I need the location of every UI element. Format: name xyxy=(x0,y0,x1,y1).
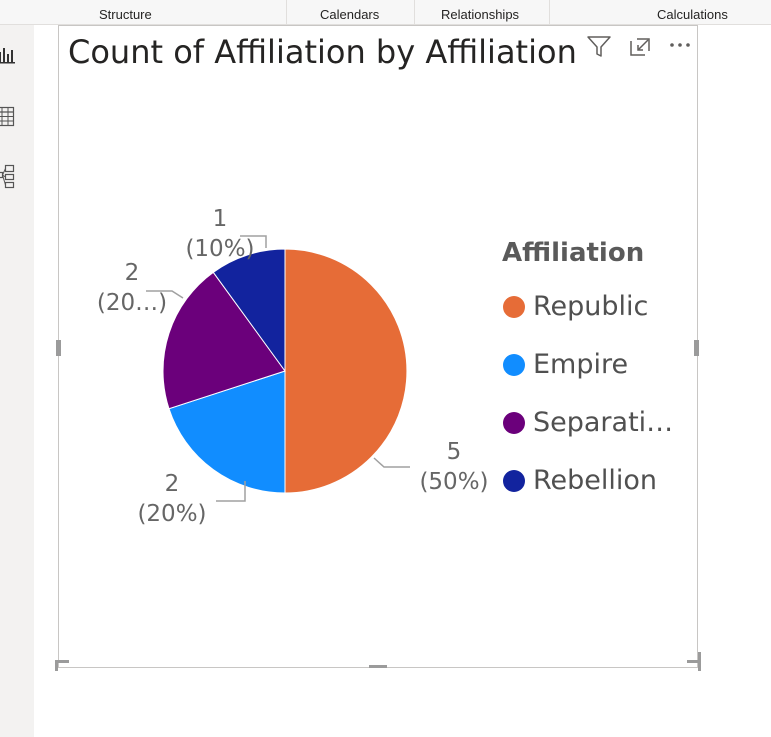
resize-handle[interactable] xyxy=(55,660,69,663)
legend-label: Separati… xyxy=(533,407,674,438)
legend-label: Empire xyxy=(533,349,629,380)
legend-marker xyxy=(503,412,525,434)
visual-title: Count of Affiliation by Affiliation xyxy=(68,33,577,71)
data-label-value: 1 xyxy=(212,206,228,232)
data-label-rebellion: 1 (10%) xyxy=(150,204,290,264)
data-label-empire: 2 (20%) xyxy=(102,469,242,529)
data-label-value: 5 xyxy=(446,439,462,465)
ribbon: Structure Calendars Relationships Calcul… xyxy=(0,0,771,25)
view-rail xyxy=(0,25,34,737)
resize-handle[interactable] xyxy=(55,660,58,671)
ribbon-separator xyxy=(286,0,287,24)
legend-marker xyxy=(503,354,525,376)
ribbon-group-calendars[interactable]: Calendars xyxy=(320,7,380,22)
data-label-percent: (10%) xyxy=(185,236,255,262)
resize-handle[interactable] xyxy=(56,340,61,356)
ribbon-group-relationships[interactable]: Relationships xyxy=(441,7,520,22)
resize-handle[interactable] xyxy=(694,340,699,356)
focus-mode-icon[interactable] xyxy=(628,34,654,60)
report-view-icon[interactable] xyxy=(0,42,20,68)
filter-icon[interactable] xyxy=(586,34,612,60)
legend-title: Affiliation xyxy=(502,238,645,268)
data-label-percent: (20…) xyxy=(96,290,168,316)
ribbon-separator xyxy=(414,0,415,24)
ribbon-group-calculations[interactable]: Calculations xyxy=(657,7,728,22)
data-label-percent: (20%) xyxy=(137,501,207,527)
data-label-value: 2 xyxy=(164,471,180,497)
model-view-icon[interactable] xyxy=(0,163,20,189)
table-view-icon[interactable] xyxy=(0,103,20,129)
ribbon-group-structure[interactable]: Structure xyxy=(99,7,152,22)
legend-label: Rebellion xyxy=(533,465,658,496)
legend-label: Republic xyxy=(533,291,649,322)
resize-handle[interactable] xyxy=(687,660,701,663)
data-label-value: 2 xyxy=(124,260,140,286)
resize-handle[interactable] xyxy=(698,652,701,671)
legend-marker xyxy=(503,296,525,318)
legend-marker xyxy=(503,470,525,492)
data-label-republic: 5 (50%) xyxy=(384,437,524,497)
data-label-separatist: 2 (20…) xyxy=(62,258,202,318)
ribbon-separator xyxy=(549,0,550,24)
data-label-percent: (50%) xyxy=(419,469,489,495)
more-options-icon[interactable] xyxy=(668,34,694,60)
resize-handle[interactable] xyxy=(369,665,387,668)
